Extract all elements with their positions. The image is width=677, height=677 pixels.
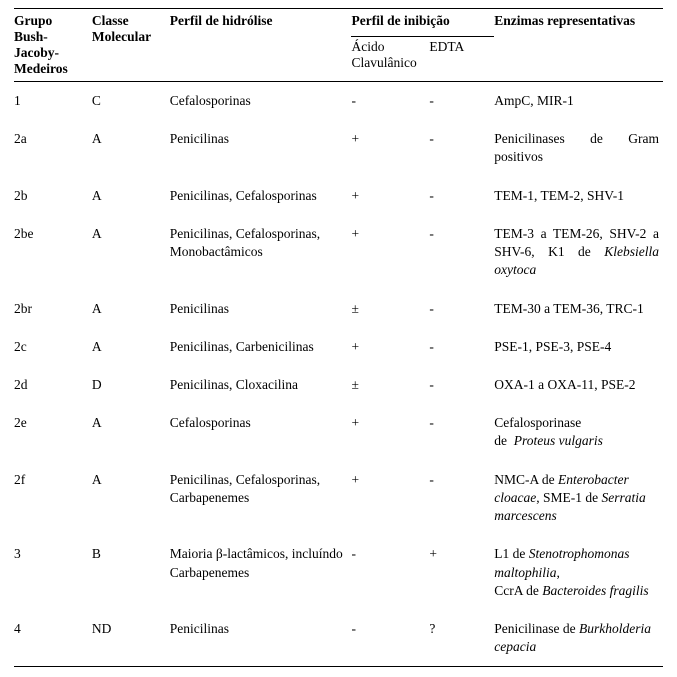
col-inhib: Perfil de inibição [351, 9, 494, 37]
cell-group: 4 [14, 610, 92, 667]
cell-hydro: Penicilinas, Cefalosporinas, Carbapeneme… [170, 461, 352, 536]
cell-class: A [92, 215, 170, 290]
cell-edta: - [429, 461, 494, 536]
cell-class: A [92, 404, 170, 460]
col-inhib-edta: EDTA [429, 36, 494, 81]
cell-hydro: Penicilinas [170, 290, 352, 328]
table-row: 2dDPenicilinas, Cloxacilina±-OXA-1 a OXA… [14, 366, 663, 404]
cell-enz: Penicilinase de Burkholderia cepacia [494, 610, 663, 667]
col-enz: Enzimas representativas [494, 9, 663, 82]
cell-edta: - [429, 120, 494, 176]
cell-enz: Cefalosporinasede Proteus vulgaris [494, 404, 663, 460]
col-group: Grupo Bush-Jacoby-Medeiros [14, 9, 92, 82]
cell-ca: - [351, 535, 429, 610]
cell-ca: - [351, 82, 429, 121]
cell-enz: TEM-30 a TEM-36, TRC-1 [494, 290, 663, 328]
cell-group: 2f [14, 461, 92, 536]
cell-enz: Penicilinases de Gram positivos [494, 120, 663, 176]
cell-ca: ± [351, 366, 429, 404]
cell-group: 2c [14, 328, 92, 366]
cell-group: 2a [14, 120, 92, 176]
cell-hydro: Maioria β-lactâmicos, incluíndo Carbapen… [170, 535, 352, 610]
cell-class: A [92, 177, 170, 215]
cell-class: ND [92, 610, 170, 667]
cell-enz: PSE-1, PSE-3, PSE-4 [494, 328, 663, 366]
table-row: 1CCefalosporinas--AmpC, MIR-1 [14, 82, 663, 121]
cell-edta: - [429, 290, 494, 328]
cell-ca: + [351, 215, 429, 290]
cell-hydro: Penicilinas, Cefalosporinas [170, 177, 352, 215]
cell-class: A [92, 120, 170, 176]
beta-lactamase-table: Grupo Bush-Jacoby-Medeiros Classe Molecu… [14, 8, 663, 667]
table-row: 4NDPenicilinas-?Penicilinase de Burkhold… [14, 610, 663, 667]
table-row: 2beAPenicilinas, Cefalosporinas, Monobac… [14, 215, 663, 290]
cell-edta: - [429, 215, 494, 290]
table-body: 1CCefalosporinas--AmpC, MIR-12aAPenicili… [14, 82, 663, 667]
cell-group: 3 [14, 535, 92, 610]
cell-class: B [92, 535, 170, 610]
cell-class: A [92, 328, 170, 366]
cell-class: D [92, 366, 170, 404]
cell-enz: OXA-1 a OXA-11, PSE-2 [494, 366, 663, 404]
cell-group: 2b [14, 177, 92, 215]
cell-edta: - [429, 328, 494, 366]
cell-group: 2d [14, 366, 92, 404]
cell-hydro: Penicilinas, Carbenicilinas [170, 328, 352, 366]
cell-ca: ± [351, 290, 429, 328]
cell-hydro: Penicilinas, Cloxacilina [170, 366, 352, 404]
cell-edta: - [429, 177, 494, 215]
cell-enz: L1 de Stenotrophomonas maltophilia,CcrA … [494, 535, 663, 610]
cell-class: A [92, 290, 170, 328]
table-row: 2bAPenicilinas, Cefalosporinas+-TEM-1, T… [14, 177, 663, 215]
table-row: 3BMaioria β-lactâmicos, incluíndo Carbap… [14, 535, 663, 610]
cell-enz: NMC-A de Enterobacter cloacae, SME-1 de … [494, 461, 663, 536]
cell-hydro: Penicilinas [170, 120, 352, 176]
cell-edta: - [429, 366, 494, 404]
cell-hydro: Penicilinas [170, 610, 352, 667]
cell-ca: + [351, 461, 429, 536]
cell-edta: - [429, 82, 494, 121]
cell-edta: - [429, 404, 494, 460]
table-row: 2brAPenicilinas±-TEM-30 a TEM-36, TRC-1 [14, 290, 663, 328]
col-inhib-ca: Ácido Clavulânico [351, 36, 429, 81]
table-row: 2eACefalosporinas+-Cefalosporinasede Pro… [14, 404, 663, 460]
cell-group: 1 [14, 82, 92, 121]
table-row: 2fAPenicilinas, Cefalosporinas, Carbapen… [14, 461, 663, 536]
cell-edta: ? [429, 610, 494, 667]
table-row: 2aAPenicilinas+-Penicilinases de Gram po… [14, 120, 663, 176]
cell-ca: + [351, 177, 429, 215]
cell-group: 2e [14, 404, 92, 460]
cell-enz: AmpC, MIR-1 [494, 82, 663, 121]
cell-ca: + [351, 404, 429, 460]
cell-group: 2br [14, 290, 92, 328]
cell-hydro: Penicilinas, Cefalosporinas, Monobactâmi… [170, 215, 352, 290]
cell-edta: + [429, 535, 494, 610]
header-row-1: Grupo Bush-Jacoby-Medeiros Classe Molecu… [14, 9, 663, 37]
table-row: 2cAPenicilinas, Carbenicilinas+-PSE-1, P… [14, 328, 663, 366]
cell-ca: - [351, 610, 429, 667]
cell-ca: + [351, 328, 429, 366]
cell-class: C [92, 82, 170, 121]
cell-ca: + [351, 120, 429, 176]
cell-enz: TEM-3 a TEM-26, SHV-2 a SHV-6, K1 de Kle… [494, 215, 663, 290]
cell-hydro: Cefalosporinas [170, 82, 352, 121]
cell-hydro: Cefalosporinas [170, 404, 352, 460]
cell-class: A [92, 461, 170, 536]
cell-group: 2be [14, 215, 92, 290]
cell-enz: TEM-1, TEM-2, SHV-1 [494, 177, 663, 215]
col-hydro: Perfil de hidrólise [170, 9, 352, 82]
col-class: Classe Molecular [92, 9, 170, 82]
